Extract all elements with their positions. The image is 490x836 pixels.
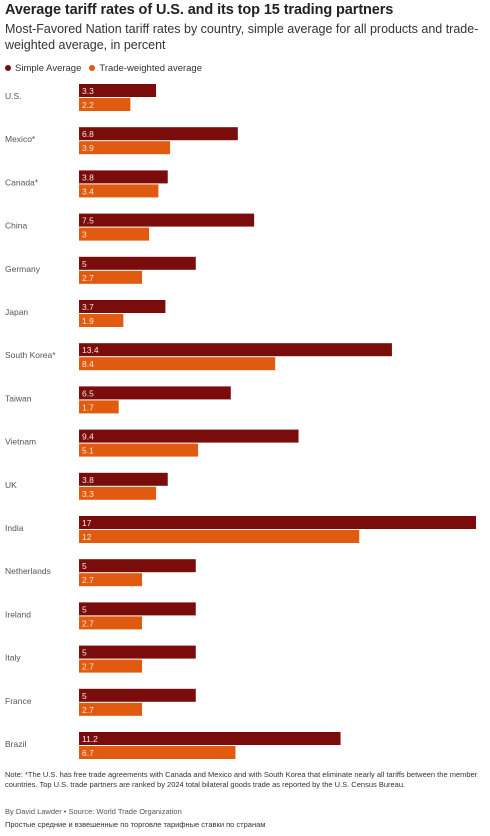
data-label-weighted-u-s: 2.2 <box>82 100 94 110</box>
category-label-south-korea: South Korea* <box>5 350 56 360</box>
data-label-simple-italy: 5 <box>82 648 87 658</box>
bar-weighted-ireland <box>79 616 143 630</box>
category-label-taiwan: Taiwan <box>5 393 32 403</box>
bar-weighted-italy <box>79 659 143 673</box>
data-label-weighted-ireland: 2.7 <box>82 618 94 628</box>
data-label-weighted-china: 3 <box>82 230 87 240</box>
bar-weighted-vietnam <box>79 443 199 457</box>
bar-simple-canada <box>79 170 168 184</box>
data-label-simple-canada: 3.8 <box>82 172 94 182</box>
footnote: Note: *The U.S. has free trade agreement… <box>5 770 478 789</box>
data-label-simple-brazil: 11.2 <box>82 734 98 744</box>
bar-simple-india <box>79 516 476 529</box>
category-label-netherlands: Netherlands <box>5 566 51 576</box>
bar-simple-mexico <box>79 127 238 141</box>
data-label-weighted-mexico: 3.9 <box>82 143 94 153</box>
bar-weighted-mexico <box>79 141 171 155</box>
legend-item-weighted: Trade-weighted average <box>89 63 202 74</box>
data-label-simple-south-korea: 13.4 <box>82 345 99 355</box>
data-label-simple-china: 7.5 <box>82 216 94 226</box>
data-label-weighted-taiwan: 1.7 <box>82 402 94 412</box>
legend-swatch-simple <box>5 65 11 71</box>
bar-simple-south-korea <box>79 343 392 357</box>
bar-simple-france <box>79 688 196 702</box>
legend-swatch-weighted <box>89 65 96 71</box>
data-label-weighted-germany: 2.7 <box>82 273 94 283</box>
data-label-weighted-netherlands: 2.7 <box>82 575 94 585</box>
legend-label-simple: Simple Average <box>15 62 82 74</box>
category-label-italy: Italy <box>5 653 21 663</box>
data-label-simple-taiwan: 6.5 <box>82 388 94 398</box>
data-label-weighted-japan: 1.9 <box>82 316 94 326</box>
data-label-simple-germany: 5 <box>82 259 87 269</box>
data-label-weighted-canada: 3.4 <box>82 186 94 196</box>
legend: Simple Average Trade-weighted average <box>5 61 210 75</box>
bar-simple-italy <box>79 645 196 659</box>
data-label-simple-u-s: 3.3 <box>82 86 94 96</box>
category-label-vietnam: Vietnam <box>5 437 36 447</box>
bar-simple-china <box>79 213 255 227</box>
data-label-weighted-india: 12 <box>82 532 92 542</box>
bar-simple-ireland <box>79 602 196 616</box>
bar-weighted-japan <box>79 314 124 327</box>
bar-simple-germany <box>79 256 196 270</box>
chart-subtitle: Most-Favored Nation tariff rates by coun… <box>5 22 479 52</box>
data-label-simple-india: 17 <box>82 518 92 528</box>
data-label-simple-mexico: 6.8 <box>82 129 94 139</box>
bar-simple-vietnam <box>79 429 299 443</box>
bar-simple-brazil <box>79 732 341 745</box>
chart-title: Average tariff rates of U.S. and its top… <box>5 2 394 18</box>
bar-weighted-china <box>79 227 150 241</box>
data-label-weighted-vietnam: 5.1 <box>82 446 94 456</box>
data-label-simple-france: 5 <box>82 691 87 701</box>
category-label-mexico: Mexico* <box>5 134 36 144</box>
data-label-simple-ireland: 5 <box>82 604 87 614</box>
bar-weighted-netherlands <box>79 573 143 587</box>
category-label-brazil: Brazil <box>5 739 26 749</box>
legend-label-weighted: Trade-weighted average <box>99 62 203 74</box>
data-label-weighted-south-korea: 8.4 <box>82 359 94 369</box>
bar-chart: U.S. 3.3 2.2 Mexico* 6.8 3.9 Canada* 3.8 3.4 Chin… <box>5 84 476 759</box>
bar-weighted-taiwan <box>79 400 119 414</box>
category-label-india: India <box>5 523 24 533</box>
caption: Простые средние и взвешенные по торговле… <box>5 820 266 829</box>
category-label-germany: Germany <box>5 264 41 274</box>
category-label-japan: Japan <box>5 307 28 317</box>
bar-simple-netherlands <box>79 559 196 573</box>
category-label-canada: Canada* <box>5 177 39 187</box>
category-label-china: China <box>5 221 27 231</box>
bar-weighted-uk <box>79 486 157 500</box>
data-label-simple-japan: 3.7 <box>82 302 94 312</box>
bar-weighted-india <box>79 530 360 543</box>
bar-weighted-south-korea <box>79 357 276 371</box>
category-label-u-s: U.S. <box>5 91 22 101</box>
bar-simple-uk <box>79 472 168 486</box>
bar-weighted-canada <box>79 184 159 198</box>
data-label-simple-netherlands: 5 <box>82 561 87 571</box>
bar-weighted-u-s <box>79 98 131 111</box>
category-label-ireland: Ireland <box>5 609 31 619</box>
data-label-simple-uk: 3.8 <box>82 475 94 485</box>
bar-simple-japan <box>79 300 166 313</box>
data-label-weighted-brazil: 6.7 <box>82 748 94 758</box>
data-label-simple-vietnam: 9.4 <box>82 432 94 442</box>
data-label-weighted-uk: 3.3 <box>82 489 94 499</box>
bar-simple-taiwan <box>79 386 231 400</box>
data-label-weighted-italy: 2.7 <box>82 662 94 672</box>
category-label-uk: UK <box>5 480 17 490</box>
bar-weighted-germany <box>79 270 143 284</box>
legend-item-simple: Simple Average <box>5 63 81 74</box>
bar-simple-u-s <box>79 84 157 97</box>
category-label-france: France <box>5 696 32 706</box>
source-credit: By David Lawder • Source: World Trade Or… <box>5 807 182 816</box>
bar-weighted-brazil <box>79 746 236 759</box>
bar-weighted-france <box>79 702 143 716</box>
data-label-weighted-france: 2.7 <box>82 705 94 715</box>
